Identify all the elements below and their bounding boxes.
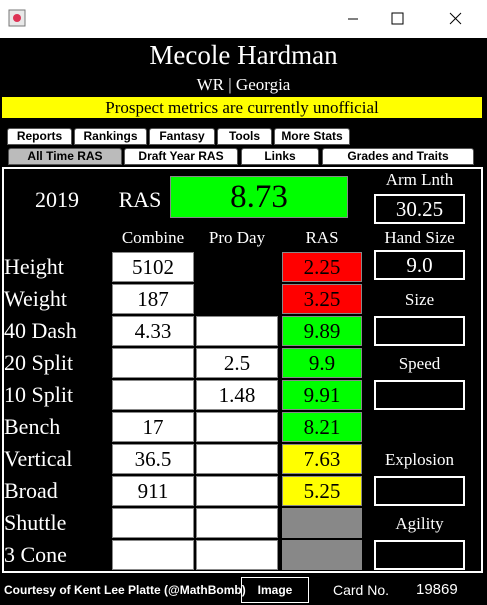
row-label: 20 Split (4, 350, 74, 375)
ras-cell (282, 508, 362, 538)
ras-label: RAS (118, 187, 162, 212)
side-box (374, 316, 465, 346)
column-header: Combine (121, 228, 185, 247)
card-panel (2, 167, 483, 573)
side-box (374, 380, 465, 410)
pro-day-cell (196, 540, 278, 570)
row-label: Broad (4, 478, 58, 503)
side-label: Explosion (385, 450, 454, 469)
player-name: Mecole Hardman (149, 40, 338, 70)
year: 2019 (35, 187, 79, 212)
combine-cell: 36.5 (112, 444, 194, 474)
row-label: 10 Split (4, 382, 74, 407)
maximize-button[interactable] (391, 12, 404, 25)
row-label: Height (4, 254, 64, 279)
card-label: Card No. (333, 582, 390, 598)
side-label: Hand Size (384, 228, 455, 247)
ras-cell: 9.9 (282, 348, 362, 378)
image-button[interactable]: Image (241, 577, 309, 603)
combine-cell: 187 (112, 284, 194, 314)
pro-day-cell (196, 316, 278, 346)
pro-day-cell: 1.48 (196, 380, 278, 410)
tab[interactable]: More Stats (274, 128, 350, 145)
close-button[interactable] (449, 12, 462, 25)
pro-day-cell (196, 412, 278, 442)
combine-cell: 911 (112, 476, 194, 506)
row-label: 40 Dash (4, 318, 77, 343)
ras-cell: 9.91 (282, 380, 362, 410)
ras-cell: 8.21 (282, 412, 362, 442)
tab[interactable]: Links (241, 148, 319, 165)
side-label: Speed (398, 354, 441, 373)
tab[interactable]: All Time RAS (8, 148, 122, 165)
tab[interactable]: Draft Year RAS (124, 148, 238, 165)
ras-cell (282, 540, 362, 570)
title-bar (0, 0, 487, 38)
player-subtitle: WR | Georgia (196, 75, 291, 94)
tab[interactable]: Grades and Traits (322, 148, 474, 165)
row-label: Shuttle (4, 510, 67, 535)
combine-cell (112, 540, 194, 570)
combine-cell: 5102 (112, 252, 194, 282)
tab[interactable]: Tools (217, 128, 272, 145)
side-label: Size (404, 290, 435, 309)
tab[interactable]: Rankings (74, 128, 147, 145)
row-label: Vertical (4, 446, 73, 471)
row-label: Bench (4, 414, 61, 439)
side-label: Arm Lnth (385, 170, 454, 189)
side-box (374, 540, 465, 570)
card-number: 19869 (416, 581, 458, 598)
ras-cell: 5.25 (282, 476, 362, 506)
app-icon-dot (13, 14, 21, 22)
side-label: Agility (395, 514, 444, 533)
side-box: 9.0 (374, 250, 465, 280)
side-box (374, 476, 465, 506)
pro-day-cell (196, 508, 278, 538)
side-box: 30.25 (374, 194, 465, 224)
combine-cell (112, 380, 194, 410)
pro-day-cell (196, 476, 278, 506)
combine-cell (112, 508, 194, 538)
combine-cell: 17 (112, 412, 194, 442)
pro-day-cell: 2.5 (196, 348, 278, 378)
ras-cell: 2.25 (282, 252, 362, 282)
ras-cell: 7.63 (282, 444, 362, 474)
ras-cell: 3.25 (282, 284, 362, 314)
row-label: Weight (4, 286, 67, 311)
tab[interactable]: Reports (7, 128, 72, 145)
column-header: RAS (305, 228, 339, 247)
row-label: 3 Cone (4, 542, 67, 567)
credit: Courtesy of Kent Lee Platte (@MathBomb) (4, 583, 246, 597)
ras-score: 8.73 (170, 176, 348, 218)
banner: Prospect metrics are currently unofficia… (2, 97, 482, 118)
tab[interactable]: Fantasy (149, 128, 215, 145)
combine-cell (112, 348, 194, 378)
column-header: Pro Day (208, 228, 266, 247)
pro-day-cell (196, 252, 278, 282)
ras-cell: 9.89 (282, 316, 362, 346)
combine-cell: 4.33 (112, 316, 194, 346)
window-controls (8, 9, 462, 27)
pro-day-cell (196, 284, 278, 314)
pro-day-cell (196, 444, 278, 474)
